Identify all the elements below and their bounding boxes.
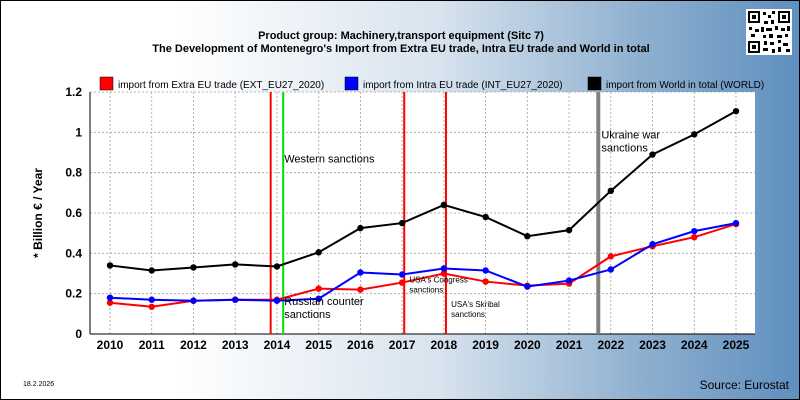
annotation-congress: sanctions xyxy=(409,286,443,295)
data-point xyxy=(398,271,406,278)
data-point xyxy=(232,296,239,303)
x-tick-label: 2025 xyxy=(723,338,750,352)
data-point xyxy=(440,201,448,209)
annotation-skribal: USA's Skribal xyxy=(451,300,500,309)
data-point xyxy=(607,266,614,273)
data-point xyxy=(649,241,656,248)
x-tick-label: 2019 xyxy=(472,338,499,352)
series-line xyxy=(109,110,737,272)
series-line xyxy=(109,222,737,302)
data-point xyxy=(691,234,698,241)
data-point xyxy=(315,295,322,302)
y-tick-label: 0.8 xyxy=(65,166,82,180)
legend-swatch xyxy=(344,76,359,91)
data-point xyxy=(607,253,614,260)
data-point xyxy=(148,303,155,310)
annotation-western: Western sanctions xyxy=(284,154,375,166)
x-tick-label: 2013 xyxy=(222,338,249,352)
legend-swatch xyxy=(587,76,602,91)
y-axis-label: * Billion € / Year xyxy=(31,168,45,258)
data-point xyxy=(315,285,322,292)
data-point xyxy=(398,279,406,286)
data-point xyxy=(106,262,114,269)
data-point xyxy=(649,151,656,158)
annotation-skribal: sanctions xyxy=(451,310,485,319)
data-point xyxy=(607,187,614,195)
x-tick-label: 2020 xyxy=(514,338,541,352)
annotation-ukraine: sanctions xyxy=(601,142,648,154)
y-tick-label: 0.4 xyxy=(65,246,82,260)
annotation-russian: Russian counter xyxy=(284,296,364,308)
data-point xyxy=(565,226,573,234)
x-tick-label: 2014 xyxy=(264,338,291,352)
data-point xyxy=(148,296,155,303)
x-tick-label: 2015 xyxy=(305,338,332,352)
legend-entry: import from World in total (WORLD) xyxy=(606,80,764,91)
x-tick-label: 2011 xyxy=(139,338,165,352)
y-tick-label: 1 xyxy=(75,125,82,139)
x-tick-label: 2017 xyxy=(389,338,416,352)
legend-entry: import from Intra EU trade (INT_EU27_202… xyxy=(363,80,563,91)
y-tick-label: 0.2 xyxy=(65,287,82,301)
data-point xyxy=(190,297,197,304)
data-point xyxy=(273,263,281,270)
data-point xyxy=(732,107,740,115)
data-point xyxy=(440,265,448,272)
y-tick-label: 0.6 xyxy=(65,206,82,220)
data-point xyxy=(106,299,114,306)
data-point xyxy=(440,270,448,277)
data-point xyxy=(691,131,698,138)
data-point xyxy=(357,224,364,232)
data-point xyxy=(482,213,489,221)
data-point xyxy=(232,261,239,268)
x-tick-label: 2018 xyxy=(431,338,458,352)
x-tick-label: 2022 xyxy=(597,338,624,352)
data-point xyxy=(524,283,531,290)
data-point xyxy=(398,219,406,227)
annotation-congress: USA's Congress xyxy=(409,276,467,285)
x-tick-label: 2012 xyxy=(180,338,207,352)
data-point xyxy=(482,267,489,274)
data-point xyxy=(190,264,197,271)
y-tick-label: 1.2 xyxy=(65,85,82,99)
annotation-ukraine: Ukraine war xyxy=(601,129,660,141)
legend-entry: import from Extra EU trade (EXT_EU27_202… xyxy=(118,80,324,91)
data-point xyxy=(357,286,364,293)
data-point xyxy=(482,278,489,285)
x-tick-label: 2021 xyxy=(556,338,583,352)
data-point xyxy=(565,277,573,284)
data-point xyxy=(357,269,364,276)
data-point xyxy=(148,267,155,274)
annotation-russian: sanctions xyxy=(284,309,331,321)
data-point xyxy=(315,249,322,256)
data-point xyxy=(273,297,281,304)
footer-source: Source: Eurostat xyxy=(699,378,789,392)
chart-title-line2: The Development of Montenegro's Import f… xyxy=(152,43,650,55)
chart-title-line1: Product group: Machinery,transport equip… xyxy=(258,30,544,42)
y-tick-label: 0 xyxy=(75,327,82,341)
x-tick-label: 2024 xyxy=(681,338,708,352)
x-tick-label: 2016 xyxy=(347,338,374,352)
x-tick-label: 2010 xyxy=(97,338,124,352)
qr-code-icon xyxy=(746,9,792,55)
data-point xyxy=(106,294,114,301)
data-point xyxy=(691,227,698,235)
footer-date: 18.2.2026 xyxy=(23,381,55,388)
legend-swatch xyxy=(99,76,114,91)
data-point xyxy=(524,232,531,240)
data-point xyxy=(732,219,740,227)
x-tick-label: 2023 xyxy=(639,338,666,352)
